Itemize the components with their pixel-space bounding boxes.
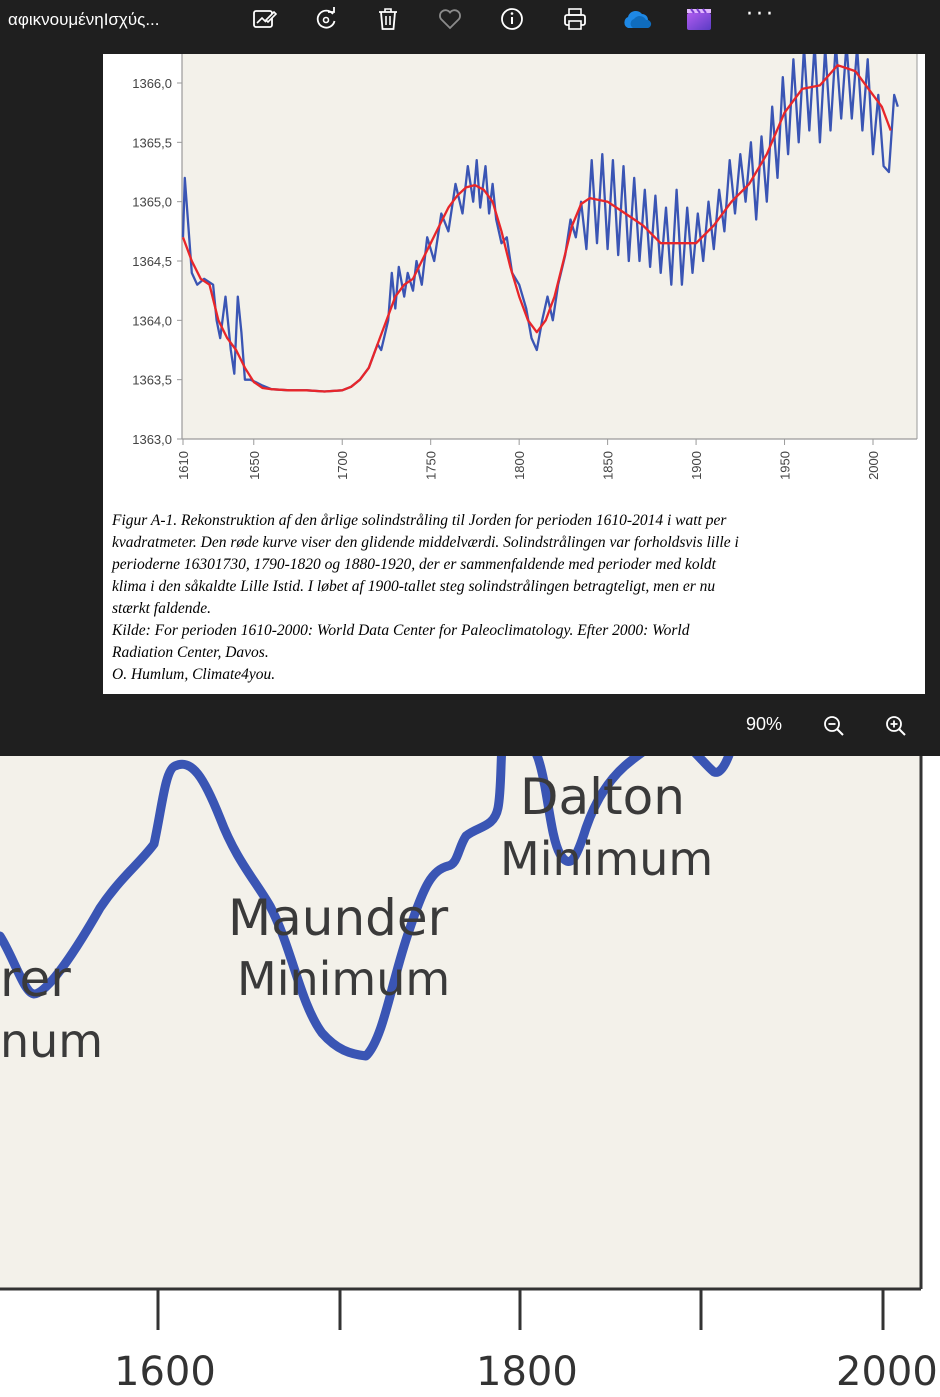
x-tick-label: 1700: [335, 451, 350, 480]
x-tick-label: 1950: [778, 451, 793, 480]
caption-line: Radiation Center, Davos.: [112, 644, 269, 661]
bg-x-tick-label: 1600: [114, 1349, 216, 1395]
print-button[interactable]: [555, 2, 595, 36]
figure-caption: Figur A-1. Rekonstruktion af den årlige …: [112, 510, 920, 686]
bg-solar-activity-line: [0, 756, 734, 1061]
more-icon: ···: [746, 1, 776, 27]
smoothed-irradiance-series: [181, 64, 892, 393]
y-tick-label: 1364,0: [132, 313, 172, 328]
plot-background: [182, 54, 917, 439]
caption-line: perioderne 16301730, 1790-1820 og 1880-1…: [112, 556, 716, 573]
y-tick-label: 1366,0: [132, 76, 172, 91]
zoom-bar: 90%: [0, 696, 940, 756]
zoom-in-button[interactable]: [880, 710, 912, 742]
x-tick-label: 1850: [601, 451, 616, 480]
irradiance-chart: 1366,0 1365,5 1365,0 1364,5 1364,0 1363,5 1363…: [132, 54, 918, 480]
favorite-icon: [439, 9, 461, 30]
caption-line: klima i den såkaldte Lille Istid. I løbe…: [112, 578, 716, 595]
bg-annotation-dalton: Dalton: [520, 768, 685, 826]
caption-line: O. Humlum, Climate4you.: [112, 666, 276, 683]
rotate-icon: [316, 7, 336, 29]
info-button[interactable]: [492, 2, 532, 36]
zoom-in-icon: [886, 716, 906, 736]
onedrive-icon: [624, 10, 652, 28]
edit-image-button[interactable]: [244, 2, 284, 36]
print-icon: [564, 8, 586, 30]
more-button[interactable]: ···: [741, 2, 781, 36]
x-tick-label: 1900: [689, 451, 704, 480]
favorite-button[interactable]: [430, 2, 470, 36]
rotate-button[interactable]: [306, 2, 346, 36]
zoom-out-icon: [824, 716, 844, 736]
background-chart-svg: [0, 756, 923, 1330]
y-tick-label: 1364,5: [132, 254, 172, 269]
bg-x-tick-label: 1800: [476, 1349, 578, 1395]
delete-button[interactable]: [368, 2, 408, 36]
clipchamp-icon: [687, 8, 711, 30]
caption-line: kvadratmeter. Den røde kurve viser den g…: [112, 534, 739, 551]
x-tick-label: 1610: [176, 451, 191, 480]
onedrive-button[interactable]: [617, 2, 657, 36]
zoom-out-button[interactable]: [818, 710, 850, 742]
caption-line: Figur A-1. Rekonstruktion af den årlige …: [112, 512, 727, 529]
title-bar: αφικνουμένηΙσχύς...: [0, 0, 940, 52]
bg-x-tick-label: 2000: [836, 1349, 938, 1395]
info-icon: [501, 8, 523, 30]
bg-annotation-maunder: Maunder: [228, 889, 449, 947]
x-tick-label: 1750: [424, 451, 439, 480]
caption-line: stærkt faldende.: [112, 600, 212, 617]
background-solar-chart: Dalton Minimum Maunder Minimum rer num 1…: [0, 756, 940, 1397]
window-title: αφικνουμένηΙσχύς...: [8, 10, 160, 29]
image-viewer: 1366,0 1365,5 1365,0 1364,5 1364,0 1363,5 1363…: [103, 54, 925, 694]
zoom-level: 90%: [746, 714, 783, 734]
bg-annotation-sporer-minimum: num: [0, 1014, 104, 1068]
bg-plot-background: [0, 756, 921, 1289]
x-tick-label: 1650: [247, 451, 262, 480]
y-tick-label: 1363,5: [132, 373, 172, 388]
bg-annotation-dalton-minimum: Minimum: [500, 832, 714, 886]
edit-image-icon: [253, 10, 277, 28]
y-tick-label: 1363,0: [132, 432, 172, 447]
bg-annotation-sporer: rer: [0, 950, 71, 1008]
y-tick-label: 1365,0: [132, 195, 172, 210]
y-tick-label: 1365,5: [132, 135, 172, 150]
clipchamp-button[interactable]: [679, 2, 719, 36]
x-tick-label: 2000: [866, 451, 881, 480]
x-tick-label: 1800: [512, 451, 527, 480]
caption-line: Kilde: For perioden 1610-2000: World Dat…: [112, 622, 690, 639]
delete-icon: [379, 8, 397, 30]
bg-annotation-maunder-minimum: Minimum: [237, 952, 451, 1006]
